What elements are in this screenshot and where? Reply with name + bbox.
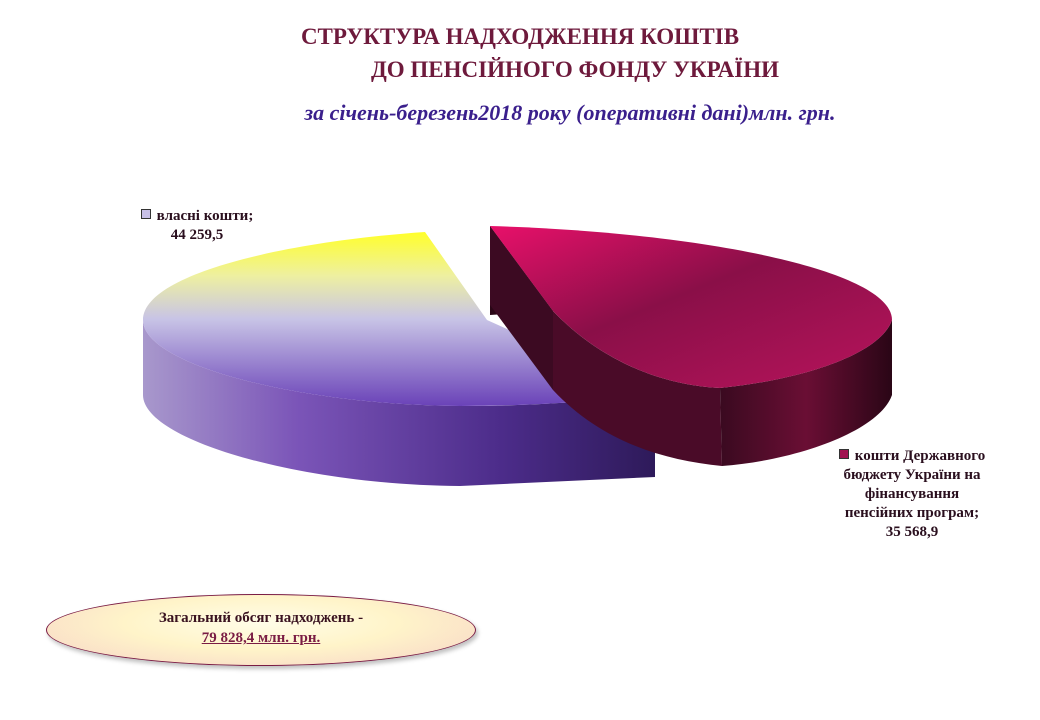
chart-subtitle: за січень-березень2018 року (оперативні … — [304, 100, 836, 125]
state-budget-outer-side — [720, 320, 892, 466]
total-label: Загальний обсяг надходжень - — [158, 610, 364, 626]
state-budget-side — [553, 311, 722, 466]
chart-title: СТРУКТУРА НАДХОДЖЕННЯ КОШТІВ ДО ПЕНСІЙНО… — [0, 20, 1040, 86]
total-value: 79 828,4 млн. грн. — [201, 630, 321, 646]
legend-swatch-own-funds — [140, 209, 151, 219]
own-funds-side — [143, 320, 655, 486]
state-budget-value: 35 568,9 — [885, 524, 939, 540]
pie-slice-own-funds — [143, 232, 655, 486]
legend-swatch-state-budget — [838, 449, 849, 459]
state-budget-name-line-4: пенсійних програм; — [844, 505, 980, 521]
state-budget-inner-wall — [490, 226, 553, 390]
own-funds-name: власні кошти; — [156, 208, 254, 224]
own-funds-value: 44 259,5 — [170, 227, 224, 243]
total-receipts-callout: Загальний обсяг надходжень - 79 828,4 мл… — [46, 594, 476, 666]
state-budget-name-line-3: фінансування — [864, 486, 960, 502]
state-budget-top — [490, 226, 892, 388]
slice-label-state-budget: кошти Державного бюджету України на фіна… — [812, 447, 1012, 542]
pie-slice-state-budget — [490, 226, 892, 466]
state-budget-name-line-2: бюджету України на — [843, 467, 981, 483]
title-line-2: ДО ПЕНСІЙНОГО ФОНДУ УКРАЇНИ — [370, 57, 780, 82]
own-funds-top — [143, 232, 655, 406]
slice-label-own-funds: власні кошти; 44 259,5 — [112, 207, 282, 245]
title-line-1: СТРУКТУРА НАДХОДЖЕННЯ КОШТІВ — [300, 24, 740, 49]
state-budget-name-line-1: кошти Державного — [854, 448, 986, 464]
